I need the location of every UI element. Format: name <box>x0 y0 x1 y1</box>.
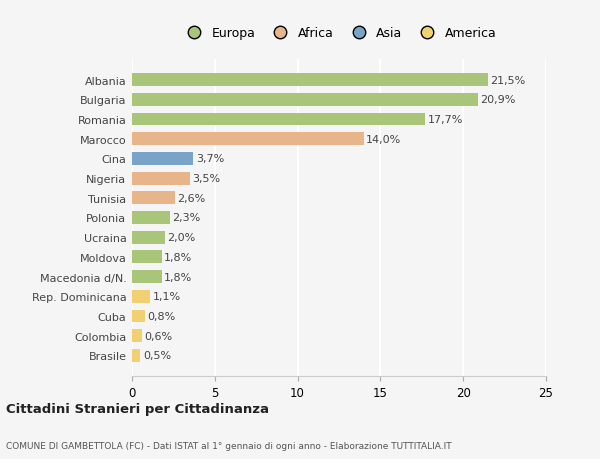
Bar <box>132 74 488 87</box>
Text: 17,7%: 17,7% <box>428 115 463 125</box>
Bar <box>132 192 175 205</box>
Bar <box>132 290 150 303</box>
Text: 0,5%: 0,5% <box>143 351 171 361</box>
Text: Cittadini Stranieri per Cittadinanza: Cittadini Stranieri per Cittadinanza <box>6 403 269 415</box>
Text: 3,7%: 3,7% <box>196 154 224 164</box>
Legend: Europa, Africa, Asia, America: Europa, Africa, Asia, America <box>179 25 499 43</box>
Bar <box>132 212 170 224</box>
Text: 3,5%: 3,5% <box>193 174 221 184</box>
Text: 1,1%: 1,1% <box>152 291 181 302</box>
Bar <box>132 172 190 185</box>
Bar <box>132 153 193 165</box>
Bar <box>132 231 165 244</box>
Bar <box>132 133 364 146</box>
Text: 14,0%: 14,0% <box>367 134 401 145</box>
Bar <box>132 330 142 342</box>
Text: 2,3%: 2,3% <box>173 213 201 223</box>
Text: 0,6%: 0,6% <box>145 331 173 341</box>
Bar <box>132 113 425 126</box>
Bar <box>132 310 145 323</box>
Text: 1,8%: 1,8% <box>164 252 193 263</box>
Text: 2,6%: 2,6% <box>178 193 206 203</box>
Bar <box>132 349 140 362</box>
Text: 20,9%: 20,9% <box>481 95 516 105</box>
Text: COMUNE DI GAMBETTOLA (FC) - Dati ISTAT al 1° gennaio di ogni anno - Elaborazione: COMUNE DI GAMBETTOLA (FC) - Dati ISTAT a… <box>6 441 452 450</box>
Text: 2,0%: 2,0% <box>167 233 196 243</box>
Bar <box>132 271 162 283</box>
Bar <box>132 251 162 264</box>
Text: 0,8%: 0,8% <box>148 311 176 321</box>
Text: 21,5%: 21,5% <box>491 75 526 85</box>
Text: 1,8%: 1,8% <box>164 272 193 282</box>
Bar <box>132 94 478 106</box>
